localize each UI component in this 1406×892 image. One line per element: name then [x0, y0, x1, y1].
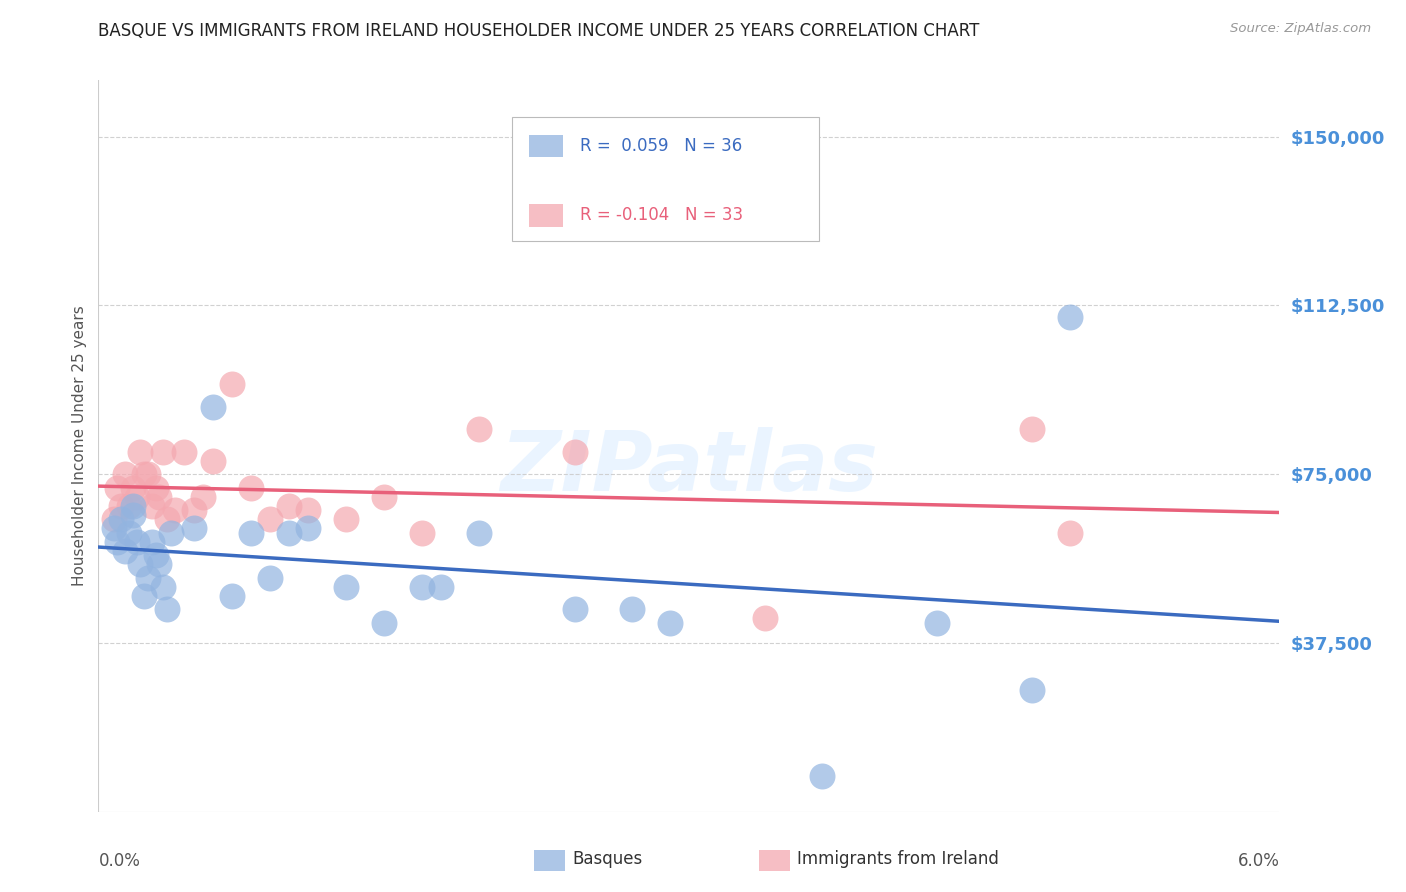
Point — [103, 521, 125, 535]
Point — [136, 571, 159, 585]
Point — [620, 602, 643, 616]
Point — [121, 481, 143, 495]
Point — [163, 503, 186, 517]
Text: 0.0%: 0.0% — [98, 852, 141, 870]
Point — [114, 543, 136, 558]
Point — [107, 534, 129, 549]
FancyBboxPatch shape — [530, 204, 562, 227]
Point — [221, 589, 243, 603]
Point — [159, 525, 181, 540]
Point — [564, 602, 586, 616]
Point — [335, 512, 357, 526]
Point — [110, 499, 132, 513]
Text: Source: ZipAtlas.com: Source: ZipAtlas.com — [1230, 22, 1371, 36]
Point — [239, 481, 262, 495]
FancyBboxPatch shape — [530, 135, 562, 157]
Point — [277, 499, 299, 513]
Point — [121, 499, 143, 513]
Point — [811, 769, 834, 783]
Point — [125, 534, 148, 549]
Point — [925, 615, 948, 630]
FancyBboxPatch shape — [512, 117, 818, 241]
Point — [468, 422, 491, 436]
Point — [658, 615, 681, 630]
Point — [468, 525, 491, 540]
Point — [103, 512, 125, 526]
Point — [754, 611, 776, 625]
Text: ZIPatlas: ZIPatlas — [501, 427, 877, 508]
Point — [277, 525, 299, 540]
Point — [136, 467, 159, 482]
Point — [411, 580, 433, 594]
Point — [201, 453, 224, 467]
Point — [121, 508, 143, 522]
Point — [1059, 525, 1081, 540]
Point — [129, 444, 152, 458]
Point — [193, 490, 215, 504]
Point — [183, 521, 205, 535]
Point — [134, 589, 156, 603]
Point — [564, 444, 586, 458]
Text: 6.0%: 6.0% — [1237, 852, 1279, 870]
Point — [297, 503, 319, 517]
Text: BASQUE VS IMMIGRANTS FROM IRELAND HOUSEHOLDER INCOME UNDER 25 YEARS CORRELATION : BASQUE VS IMMIGRANTS FROM IRELAND HOUSEH… — [98, 22, 980, 40]
Point — [145, 481, 167, 495]
Point — [148, 490, 170, 504]
Point — [430, 580, 453, 594]
Text: Basques: Basques — [572, 850, 643, 868]
Point — [1021, 422, 1043, 436]
Point — [141, 499, 163, 513]
Point — [152, 580, 174, 594]
Point — [335, 580, 357, 594]
Point — [145, 548, 167, 562]
Point — [118, 525, 141, 540]
Point — [156, 512, 179, 526]
Point — [118, 499, 141, 513]
Point — [239, 525, 262, 540]
Point — [259, 512, 281, 526]
Point — [141, 534, 163, 549]
Point — [183, 503, 205, 517]
Text: R = -0.104   N = 33: R = -0.104 N = 33 — [581, 206, 744, 224]
Point — [297, 521, 319, 535]
Point — [373, 615, 395, 630]
Point — [110, 512, 132, 526]
Point — [107, 481, 129, 495]
Point — [152, 444, 174, 458]
Point — [411, 525, 433, 540]
Point — [1059, 310, 1081, 324]
Point — [259, 571, 281, 585]
Point — [221, 377, 243, 392]
Point — [114, 467, 136, 482]
Point — [125, 490, 148, 504]
Y-axis label: Householder Income Under 25 years: Householder Income Under 25 years — [72, 306, 87, 586]
Point — [173, 444, 195, 458]
Point — [148, 557, 170, 571]
Point — [1021, 683, 1043, 698]
Point — [134, 467, 156, 482]
Point — [156, 602, 179, 616]
Text: R =  0.059   N = 36: R = 0.059 N = 36 — [581, 136, 742, 155]
Point — [129, 557, 152, 571]
Point — [201, 400, 224, 414]
Point — [373, 490, 395, 504]
Text: Immigrants from Ireland: Immigrants from Ireland — [797, 850, 1000, 868]
